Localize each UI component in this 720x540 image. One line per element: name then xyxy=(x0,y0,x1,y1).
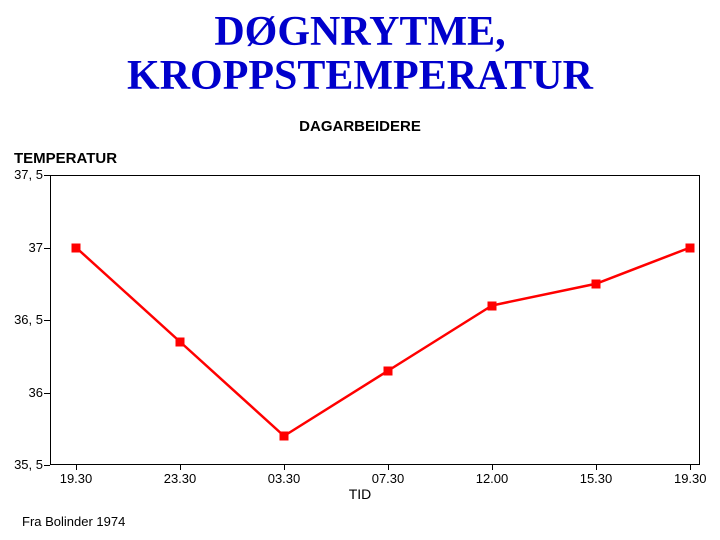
line-series xyxy=(50,175,700,465)
y-tick-mark xyxy=(44,248,50,249)
y-tick-mark xyxy=(44,320,50,321)
slide-title: DØGNRYTME, KROPPSTEMPERATUR xyxy=(0,10,720,98)
x-tick-label: 19.30 xyxy=(60,471,93,486)
x-tick-mark xyxy=(180,465,181,470)
x-tick-label: 03.30 xyxy=(268,471,301,486)
footnote: Fra Bolinder 1974 xyxy=(22,514,125,529)
x-tick-mark xyxy=(76,465,77,470)
data-marker xyxy=(488,301,497,310)
slide-subtitle: DAGARBEIDERE xyxy=(0,118,720,135)
data-marker xyxy=(686,243,695,252)
y-tick-mark xyxy=(44,393,50,394)
x-tick-mark xyxy=(388,465,389,470)
y-tick-label: 36, 5 xyxy=(0,312,43,327)
chart-container: 37, 53736, 53635, 5 19.3023.3003.3007.30… xyxy=(50,175,700,465)
x-tick-label: 19.30 xyxy=(674,471,707,486)
x-tick-mark xyxy=(284,465,285,470)
title-line-2: KROPPSTEMPERATUR xyxy=(127,53,593,99)
y-axis-label: TEMPERATUR xyxy=(14,150,117,167)
x-axis-label: TID xyxy=(0,486,720,502)
x-tick-label: 12.00 xyxy=(476,471,509,486)
x-tick-mark xyxy=(492,465,493,470)
data-marker xyxy=(72,243,81,252)
data-marker xyxy=(384,366,393,375)
data-marker xyxy=(592,279,601,288)
title-line-1: DØGNRYTME, xyxy=(214,9,505,55)
y-tick-label: 37 xyxy=(0,240,43,255)
y-tick-label: 37, 5 xyxy=(0,167,43,182)
data-marker xyxy=(280,432,289,441)
x-tick-mark xyxy=(690,465,691,470)
y-tick-label: 35, 5 xyxy=(0,457,43,472)
data-marker xyxy=(176,337,185,346)
x-tick-mark xyxy=(596,465,597,470)
y-tick-mark xyxy=(44,175,50,176)
y-tick-label: 36 xyxy=(0,385,43,400)
x-tick-label: 07.30 xyxy=(372,471,405,486)
x-tick-label: 23.30 xyxy=(164,471,197,486)
x-tick-label: 15.30 xyxy=(580,471,613,486)
y-tick-mark xyxy=(44,465,50,466)
